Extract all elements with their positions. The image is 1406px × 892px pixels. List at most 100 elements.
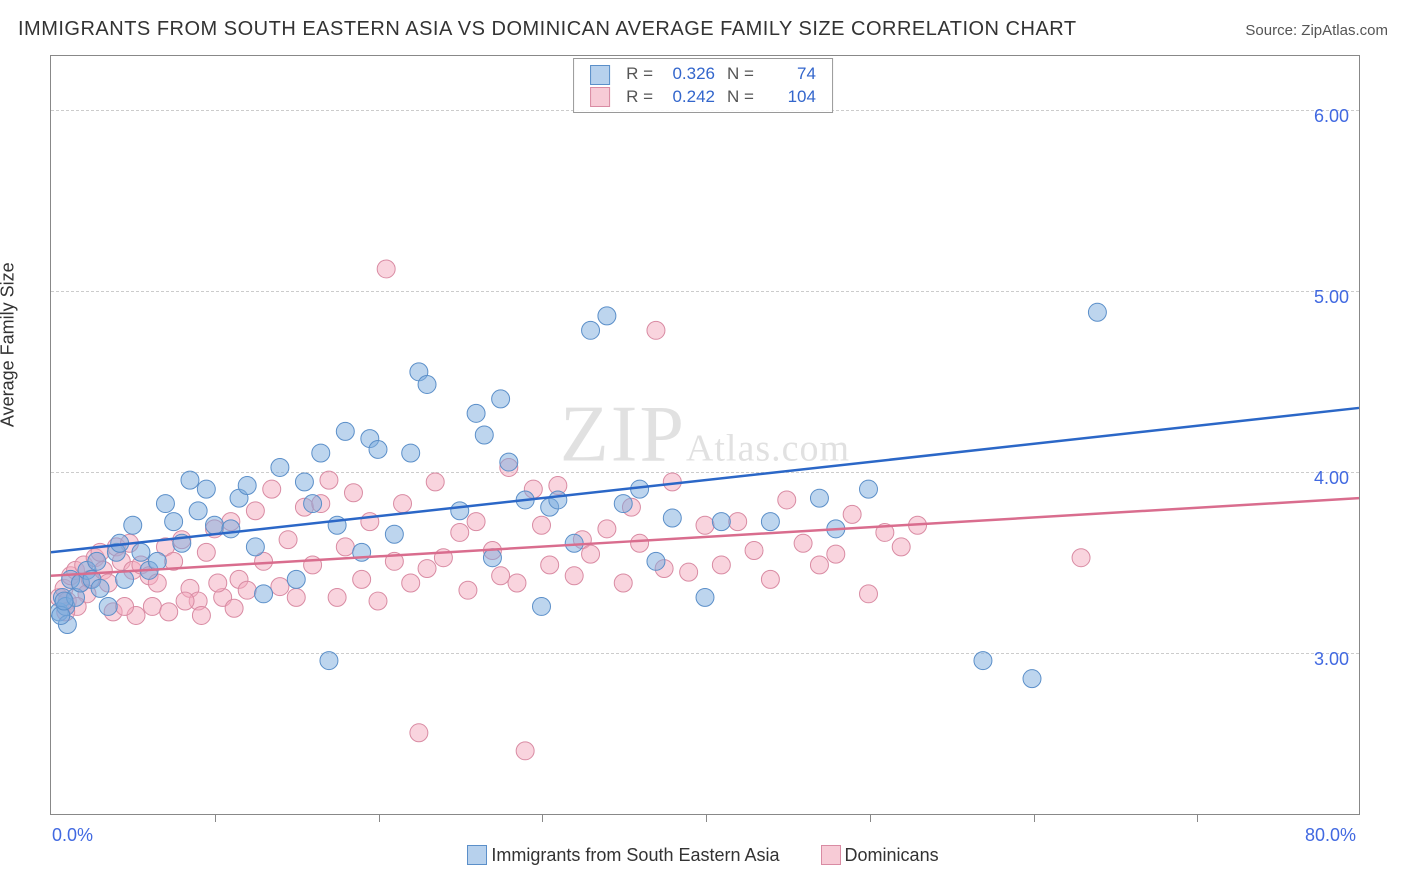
swatch-blue bbox=[467, 845, 487, 865]
legend-item-pink: Dominicans bbox=[821, 845, 939, 866]
data-point-pink bbox=[116, 597, 134, 615]
swatch-blue bbox=[590, 65, 610, 85]
data-point-pink bbox=[467, 513, 485, 531]
data-point-blue bbox=[222, 520, 240, 538]
r-label: R = bbox=[620, 86, 659, 109]
data-point-pink bbox=[176, 592, 194, 610]
data-point-blue bbox=[467, 404, 485, 422]
data-point-blue bbox=[696, 588, 714, 606]
data-point-blue bbox=[88, 552, 106, 570]
data-point-pink bbox=[225, 599, 243, 617]
legend-label-pink: Dominicans bbox=[845, 845, 939, 866]
data-point-pink bbox=[680, 563, 698, 581]
y-axis-title: Average Family Size bbox=[0, 262, 19, 427]
data-point-blue bbox=[475, 426, 493, 444]
data-point-pink bbox=[279, 531, 297, 549]
data-point-blue bbox=[761, 513, 779, 531]
data-point-pink bbox=[533, 516, 551, 534]
r-label: R = bbox=[620, 63, 659, 86]
data-point-blue bbox=[549, 491, 567, 509]
data-point-pink bbox=[508, 574, 526, 592]
data-point-blue bbox=[582, 321, 600, 339]
data-point-blue bbox=[304, 495, 322, 513]
data-point-pink bbox=[263, 480, 281, 498]
data-point-blue bbox=[320, 652, 338, 670]
data-point-pink bbox=[459, 581, 477, 599]
data-point-pink bbox=[320, 471, 338, 489]
data-point-pink bbox=[843, 505, 861, 523]
data-point-pink bbox=[328, 588, 346, 606]
data-point-blue bbox=[55, 592, 73, 610]
data-point-blue bbox=[810, 489, 828, 507]
series-legend: Immigrants from South Eastern Asia Domin… bbox=[0, 845, 1406, 871]
legend-label-blue: Immigrants from South Eastern Asia bbox=[491, 845, 779, 866]
data-point-pink bbox=[565, 567, 583, 585]
data-point-blue bbox=[860, 480, 878, 498]
data-point-pink bbox=[860, 585, 878, 603]
data-point-blue bbox=[402, 444, 420, 462]
data-point-pink bbox=[541, 556, 559, 574]
swatch-pink bbox=[821, 845, 841, 865]
legend-item-blue: Immigrants from South Eastern Asia bbox=[467, 845, 779, 866]
data-point-pink bbox=[271, 578, 289, 596]
correlation-legend: R = 0.326 N = 74 R = 0.242 N = 104 bbox=[573, 58, 833, 113]
data-point-pink bbox=[336, 538, 354, 556]
data-point-pink bbox=[696, 516, 714, 534]
data-point-pink bbox=[418, 560, 436, 578]
data-point-pink bbox=[246, 502, 264, 520]
x-tick bbox=[1034, 814, 1035, 822]
data-point-pink bbox=[1072, 549, 1090, 567]
data-point-blue bbox=[132, 543, 150, 561]
data-point-pink bbox=[197, 543, 215, 561]
data-point-pink bbox=[827, 545, 845, 563]
data-point-blue bbox=[663, 509, 681, 527]
data-point-pink bbox=[761, 570, 779, 588]
source-attribution: Source: ZipAtlas.com bbox=[1245, 22, 1388, 39]
data-point-pink bbox=[377, 260, 395, 278]
chart-container: IMMIGRANTS FROM SOUTH EASTERN ASIA VS DO… bbox=[0, 0, 1406, 892]
data-point-pink bbox=[712, 556, 730, 574]
swatch-pink bbox=[590, 87, 610, 107]
data-point-pink bbox=[192, 606, 210, 624]
data-point-blue bbox=[148, 552, 166, 570]
data-point-pink bbox=[451, 523, 469, 541]
legend-row-pink: R = 0.242 N = 104 bbox=[584, 86, 822, 109]
data-point-blue bbox=[614, 495, 632, 513]
data-point-pink bbox=[353, 570, 371, 588]
data-point-blue bbox=[598, 307, 616, 325]
data-point-pink bbox=[344, 484, 362, 502]
data-point-pink bbox=[778, 491, 796, 509]
r-value-blue: 0.326 bbox=[665, 64, 715, 84]
header-row: IMMIGRANTS FROM SOUTH EASTERN ASIA VS DO… bbox=[18, 18, 1388, 41]
data-point-pink bbox=[598, 520, 616, 538]
data-point-blue bbox=[124, 516, 142, 534]
data-point-blue bbox=[189, 502, 207, 520]
data-point-pink bbox=[794, 534, 812, 552]
data-point-blue bbox=[483, 549, 501, 567]
n-label: N = bbox=[721, 86, 760, 109]
data-point-blue bbox=[255, 585, 273, 603]
data-point-blue bbox=[165, 513, 183, 531]
n-value-blue: 74 bbox=[766, 64, 816, 84]
data-point-pink bbox=[810, 556, 828, 574]
data-point-blue bbox=[385, 525, 403, 543]
data-point-pink bbox=[209, 574, 227, 592]
data-point-blue bbox=[116, 570, 134, 588]
data-point-blue bbox=[369, 440, 387, 458]
x-axis-min-label: 0.0% bbox=[52, 825, 93, 846]
source-link[interactable]: ZipAtlas.com bbox=[1301, 22, 1388, 39]
data-point-pink bbox=[492, 567, 510, 585]
scatter-svg bbox=[51, 56, 1359, 814]
data-point-blue bbox=[197, 480, 215, 498]
data-point-pink bbox=[426, 473, 444, 491]
source-label: Source: bbox=[1245, 22, 1297, 39]
x-tick bbox=[542, 814, 543, 822]
data-point-pink bbox=[892, 538, 910, 556]
data-point-blue bbox=[181, 471, 199, 489]
data-point-pink bbox=[287, 588, 305, 606]
data-point-blue bbox=[712, 513, 730, 531]
data-point-blue bbox=[451, 502, 469, 520]
x-tick bbox=[706, 814, 707, 822]
data-point-pink bbox=[745, 542, 763, 560]
data-point-blue bbox=[91, 579, 109, 597]
